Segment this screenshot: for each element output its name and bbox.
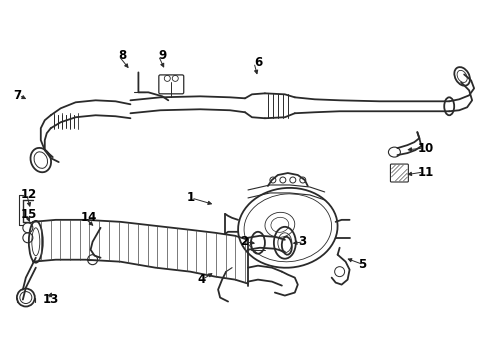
Text: 3: 3: [298, 235, 306, 248]
Text: 11: 11: [417, 166, 434, 179]
Text: 5: 5: [358, 258, 366, 271]
Text: 6: 6: [254, 56, 262, 69]
Text: 12: 12: [21, 188, 37, 202]
Text: 7: 7: [13, 89, 21, 102]
Text: 13: 13: [43, 293, 59, 306]
Text: 10: 10: [417, 141, 434, 155]
Text: 9: 9: [158, 49, 167, 62]
Text: 4: 4: [198, 273, 206, 286]
Text: 14: 14: [80, 211, 97, 224]
Text: 2: 2: [240, 235, 248, 248]
Text: 15: 15: [21, 208, 37, 221]
Text: 1: 1: [187, 192, 195, 204]
Text: 8: 8: [119, 49, 126, 62]
